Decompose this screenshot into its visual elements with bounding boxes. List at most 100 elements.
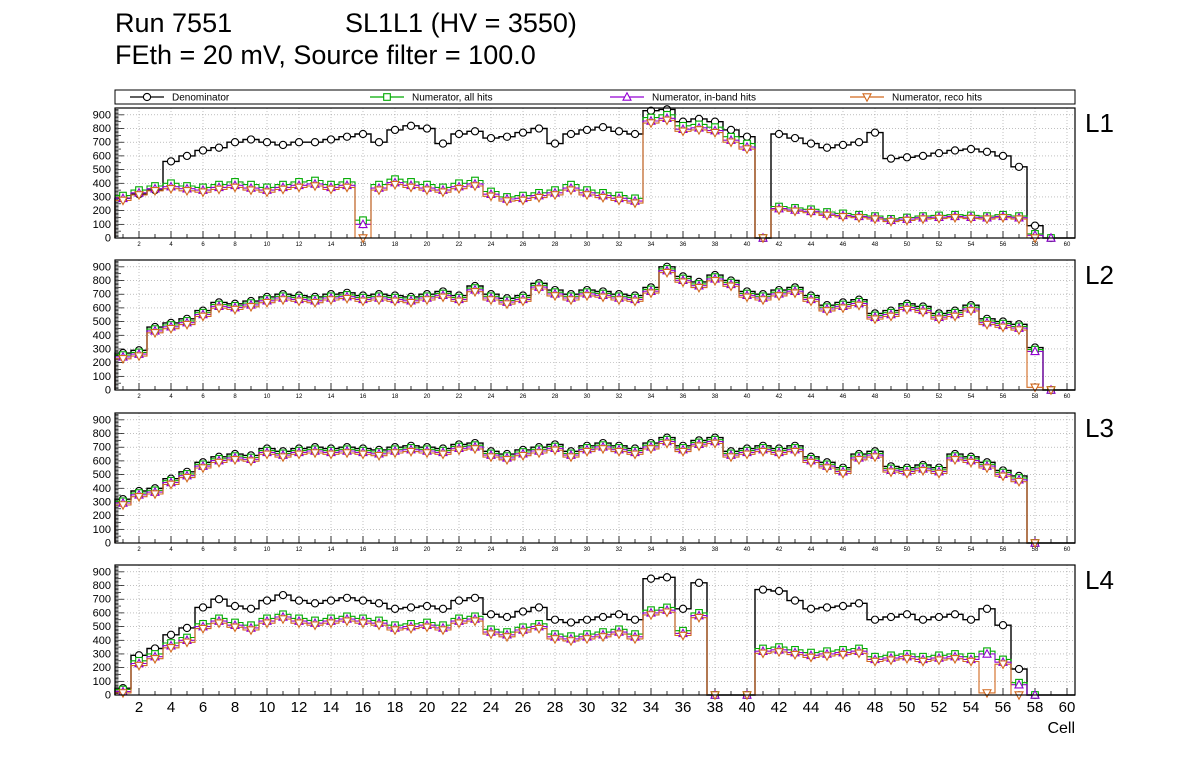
x-tick-label: 2 [137, 547, 141, 553]
marker-num_reco-icon [806, 297, 816, 307]
x-tick-label: 54 [968, 394, 975, 400]
marker-num_reco-icon [790, 650, 800, 660]
marker-denominator-icon [598, 123, 608, 132]
marker-denominator-icon [582, 125, 592, 135]
marker-num_reco-icon [550, 635, 560, 645]
marker-num_reco-icon [694, 442, 704, 452]
marker-num_reco-icon [774, 450, 784, 460]
marker-num_reco-icon [294, 450, 304, 460]
marker-denominator-icon [278, 590, 288, 600]
marker-num_reco-icon [662, 116, 672, 126]
marker-num_inband-icon [358, 218, 368, 229]
series-line-num_inband [114, 270, 1075, 391]
marker-denominator-icon [390, 125, 400, 135]
marker-denominator-icon [614, 127, 624, 136]
marker-num_reco-icon [998, 660, 1008, 670]
marker-num_reco-icon [326, 619, 336, 629]
marker-num_reco-icon [598, 445, 608, 455]
marker-denominator-icon [310, 599, 320, 608]
marker-num_reco-icon [246, 626, 256, 636]
marker-num_reco-icon [966, 214, 976, 224]
marker-num_reco-icon [646, 445, 656, 455]
marker-num_reco-icon [342, 294, 352, 304]
y-tick-label: 100 [93, 219, 111, 231]
marker-num_reco-icon [822, 464, 832, 474]
x-tick-label: 28 [552, 394, 559, 400]
x-tick-label: 36 [675, 699, 692, 716]
marker-num_reco-icon [470, 617, 480, 627]
marker-num_reco-icon [390, 297, 400, 307]
marker-num_reco-icon [518, 628, 528, 638]
marker-denominator-icon [822, 143, 832, 152]
marker-num_reco-icon [774, 292, 784, 302]
marker-num_reco-icon [886, 217, 896, 227]
marker-num_reco-icon [214, 458, 224, 468]
x-tick-label: 52 [936, 242, 943, 248]
marker-num_reco-icon [950, 654, 960, 665]
y-tick-label: 900 [93, 566, 111, 578]
marker-num_reco-icon [710, 277, 720, 287]
x-tick-label: 32 [616, 394, 623, 400]
x-tick-label: 56 [1000, 242, 1007, 248]
marker-denominator-icon [358, 596, 368, 605]
marker-num_reco-icon [726, 138, 736, 148]
x-tick-label: 28 [552, 547, 559, 553]
x-tick-label: 4 [167, 699, 175, 716]
marker-denominator-icon [454, 596, 464, 605]
marker-denominator-icon [774, 586, 784, 596]
marker-num_reco-icon [902, 469, 912, 479]
marker-num_reco-icon [934, 469, 944, 479]
marker-num_reco-icon [278, 453, 288, 463]
legend-circle-icon [142, 92, 152, 102]
marker-num_reco-icon [134, 492, 144, 503]
marker-denominator-icon [950, 610, 960, 619]
y-tick-label: 700 [93, 594, 111, 606]
x-tick-label: 20 [419, 699, 436, 716]
x-tick-label: 56 [1000, 394, 1007, 400]
marker-num_reco-icon [758, 447, 768, 457]
marker-denominator-icon [1014, 664, 1024, 674]
marker-num_reco-icon [262, 298, 272, 309]
marker-num_reco-icon [422, 623, 432, 633]
x-tick-label: 14 [328, 242, 335, 248]
marker-num_reco-icon [422, 296, 432, 306]
x-tick-label: 26 [515, 699, 532, 716]
marker-denominator-icon [934, 612, 944, 622]
marker-denominator-icon [918, 151, 928, 161]
marker-num_reco-icon [822, 652, 832, 662]
x-tick-label: 22 [456, 394, 463, 400]
marker-num_reco-icon [806, 458, 816, 468]
x-tick-label: 38 [712, 394, 719, 400]
marker-denominator-icon [406, 603, 416, 612]
x-tick-label: 12 [296, 242, 303, 248]
marker-denominator-icon [470, 593, 480, 602]
marker-denominator-icon [230, 601, 240, 611]
marker-denominator-icon [246, 135, 256, 144]
x-tick-label: 40 [744, 394, 751, 400]
marker-num_reco-icon [566, 186, 576, 196]
marker-num_reco-icon [806, 653, 816, 663]
marker-num_reco-icon [214, 185, 224, 195]
marker-denominator-icon [806, 139, 816, 148]
marker-num_reco-icon [518, 297, 528, 307]
x-tick-label: 38 [707, 699, 724, 716]
marker-num_reco-icon [294, 183, 304, 193]
marker-num_reco-icon [758, 649, 768, 659]
marker-num_reco-icon [134, 352, 144, 362]
x-tick-label: 30 [584, 547, 591, 553]
marker-denominator-icon [534, 124, 544, 133]
marker-denominator-icon [502, 132, 512, 141]
x-tick-label: 8 [231, 699, 239, 716]
y-tick-label: 200 [93, 662, 111, 674]
marker-num_reco-icon [214, 619, 224, 629]
marker-num_reco-icon [966, 657, 976, 667]
x-tick-label: 48 [872, 394, 879, 400]
marker-num_reco-icon [406, 624, 416, 634]
marker-num_reco-icon [326, 450, 336, 460]
marker-num_reco-icon [774, 206, 784, 216]
marker-denominator-icon [870, 128, 880, 137]
marker-num_reco-icon [598, 633, 608, 643]
